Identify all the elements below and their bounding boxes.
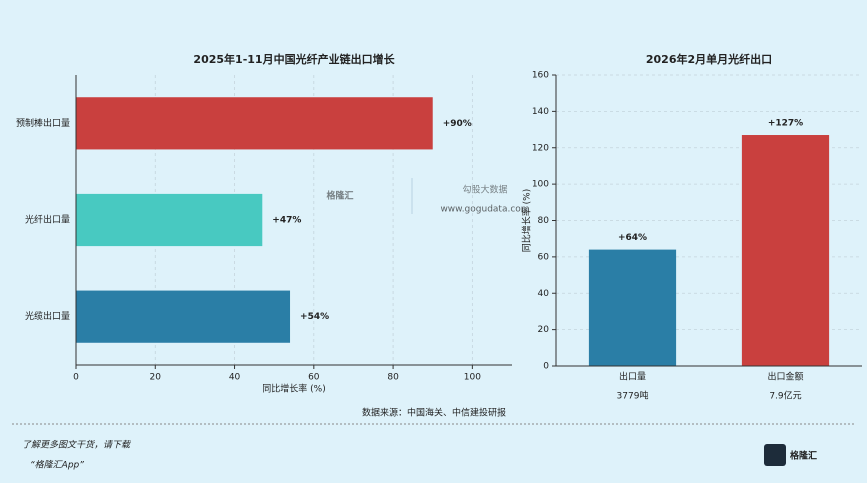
value-label: +127% [768,119,803,129]
watermark-site: 勾股大数据 [462,184,507,196]
x-tick-label: 60 [308,373,320,383]
y-tick-label: 140 [532,107,549,117]
bar [741,135,830,366]
x-tick-label: 80 [387,373,399,383]
value-label: +64% [618,233,647,243]
y-tick-label: 80 [538,216,550,226]
chart-title: 2026年2月单月光纤出口 [646,52,772,66]
y-tick-label: 120 [532,143,549,153]
value-label: +54% [300,312,329,322]
bar [76,290,291,343]
footer-line1: 了解更多图文干货，请下载 [22,440,131,451]
x-tick-label: 20 [150,373,162,383]
category-label: 光纤出口量 [25,214,70,226]
category-label: 预制棒出口量 [16,117,70,129]
bar [588,249,677,366]
y-tick-label: 40 [538,289,550,299]
logo-icon [764,444,786,466]
x-tick-label: 出口量 [619,371,646,383]
y-tick-label: 20 [538,325,550,335]
bar [76,97,433,150]
value-label: +90% [443,119,472,129]
x-tick-label: 0 [73,373,79,383]
x-axis-label: 同比增长率 (%) [262,383,325,395]
y-axis-label: 同比增长率 (%) [521,189,533,252]
x-tick-label: 出口金额 [767,371,803,383]
logo-text: 格隆汇 [790,450,817,462]
chart-title: 2025年1-11月中国光纤产业链出口增长 [193,52,395,66]
category-label: 光缆出口量 [25,310,70,322]
category-note: 7.9亿元 [769,390,801,402]
value-label: +47% [272,216,301,226]
watermark-url: www.gogudata.com [440,205,529,215]
watermark-brand: 格隆汇 [326,190,353,202]
source: 数据来源：中国海关、中信建投研报 [362,407,506,419]
y-tick-label: 100 [532,180,549,190]
y-tick-label: 160 [532,71,549,81]
y-tick-label: 60 [538,252,550,262]
y-tick-label: 0 [543,362,549,372]
category-note: 3779吨 [617,390,649,402]
bar [76,193,263,247]
footer-line2: “格隆汇App” [30,460,84,471]
x-tick-label: 40 [229,373,241,383]
x-tick-label: 100 [464,373,481,383]
